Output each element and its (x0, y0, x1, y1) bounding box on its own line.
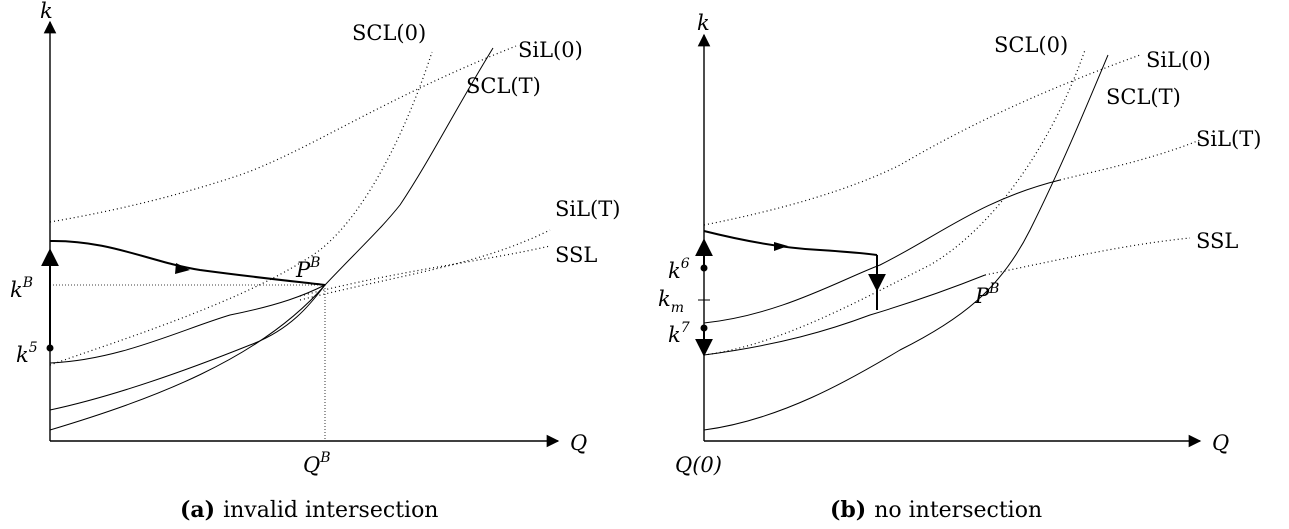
panel-b-sil0-curve (703, 54, 1141, 226)
panel-a-sclT-curve (49, 47, 494, 431)
panel-a-solid-curve-upper (49, 284, 326, 364)
panel-b-pb-label: PB (974, 281, 999, 308)
panel-a-qb-label: QB (303, 450, 331, 477)
panel-a-pb-label: PB (295, 255, 320, 282)
panel-a-caption: (a) invalid intersection (180, 497, 438, 523)
panel-a-scl0-curve (49, 51, 433, 366)
panel-a-sil0-curve (49, 45, 517, 223)
panel-a-ssl-label: SSL (555, 243, 597, 267)
panel-b-sclT-curve (703, 54, 1109, 431)
panel-a-sil0-label: SiL(0) (518, 38, 583, 62)
panel-a-trajectory (49, 239, 326, 286)
panel-b-solid-curve-upper (703, 179, 1061, 324)
panel-b-ssl-curve (984, 237, 1191, 276)
panel-a-y-axis-label: k (40, 0, 53, 23)
panel-a-silT-label: SiL(T) (555, 197, 620, 221)
panel-b-k6-point (700, 264, 708, 272)
panel-b-k7-label: k7 (668, 320, 690, 347)
panel-a: k Q SCL(0) SiL(0) SCL(T) SiL(T) SSL PB k… (10, 0, 620, 523)
panel-b-sclT-label: SCL(T) (1106, 85, 1181, 109)
panel-b-x-axis-label: Q (1212, 431, 1229, 455)
panel-a-trajectory-arrowhead (175, 263, 190, 274)
panel-a-kb-label: kB (10, 275, 33, 302)
panel-b-silT-label: SiL(T) (1196, 127, 1261, 151)
panel-b-caption: (b) no intersection (830, 497, 1042, 523)
panel-b-trajectory (703, 230, 878, 256)
panel-b-y-axis-label: k (697, 11, 710, 35)
panel-b-km-label: km (658, 287, 684, 316)
panel-b-k7-point (700, 324, 708, 332)
panel-b: k Q SCL(0) SiL(0) SCL(T) SiL(T) SSL PB k… (658, 11, 1261, 523)
panel-b-solid-curve-lower (703, 274, 986, 356)
panel-b-scl0-curve (703, 49, 1086, 356)
panel-b-silT-curve (1059, 139, 1201, 181)
panel-a-k5-point (46, 344, 54, 352)
panel-a-scl0-label: SCL(0) (352, 21, 426, 45)
panel-a-solid-curve-middle (49, 284, 326, 411)
panel-a-sclT-label: SCL(T) (466, 74, 541, 98)
panel-b-q0-label: Q(0) (675, 453, 722, 477)
panel-a-k5-label: k5 (16, 340, 38, 367)
panel-b-ssl-label: SSL (1196, 229, 1238, 253)
panel-a-silT-curve (299, 229, 551, 301)
panel-b-sil0-label: SiL(0) (1146, 48, 1211, 72)
panel-b-scl0-label: SCL(0) (994, 33, 1068, 57)
panel-a-x-axis-label: Q (570, 431, 587, 455)
panel-b-k6-label: k6 (668, 256, 690, 283)
panel-b-trajectory-arrowhead (774, 242, 788, 251)
